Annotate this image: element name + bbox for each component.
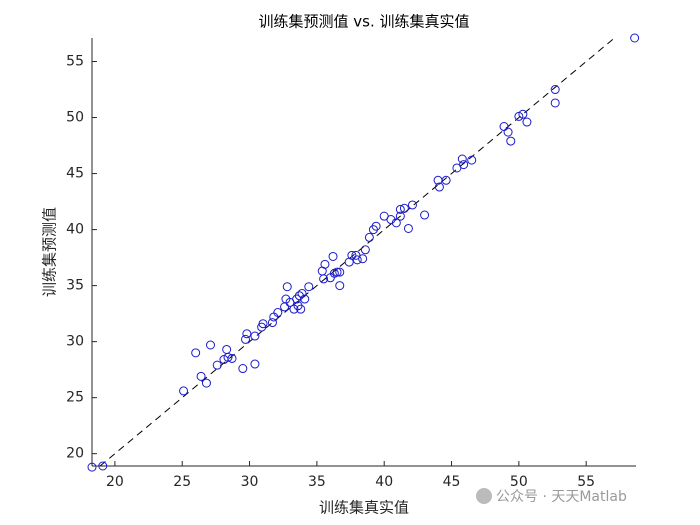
point <box>258 319 268 329</box>
point <box>403 223 413 233</box>
point <box>550 98 560 108</box>
point <box>522 117 532 127</box>
point <box>98 461 108 471</box>
x-tick-label: 55 <box>577 474 595 490</box>
point <box>304 282 314 292</box>
point <box>320 259 330 269</box>
y-tick-label: 30 <box>66 334 84 350</box>
point <box>223 352 233 362</box>
point <box>300 294 310 304</box>
point <box>267 318 277 328</box>
point <box>467 155 477 165</box>
point <box>364 232 374 242</box>
point <box>179 386 189 396</box>
y-tick-label: 50 <box>66 110 84 126</box>
point <box>499 122 509 132</box>
point <box>399 203 409 213</box>
point <box>457 154 467 164</box>
y-tick-label: 35 <box>66 278 84 294</box>
y-tick-label: 20 <box>66 446 84 462</box>
x-tick-label: 30 <box>241 474 259 490</box>
x-tick-label: 35 <box>308 474 326 490</box>
x-tick-label: 50 <box>510 474 528 490</box>
point <box>630 33 640 43</box>
x-tick-label: 25 <box>173 474 191 490</box>
point <box>205 340 215 350</box>
point <box>191 348 201 358</box>
point <box>297 288 307 298</box>
x-tick-label: 45 <box>443 474 461 490</box>
x-axis-label: 训练集真实值 <box>319 499 409 517</box>
point <box>335 281 345 291</box>
point <box>550 85 560 95</box>
point <box>196 371 206 381</box>
point <box>250 331 260 341</box>
y-axis-label: 训练集预测值 <box>41 207 59 297</box>
point <box>332 267 342 277</box>
watermark: 公众号 · 天天Matlab <box>496 489 627 505</box>
point <box>227 353 237 363</box>
y-tick-label: 55 <box>66 54 84 70</box>
watermark-icon <box>476 488 492 504</box>
point <box>391 218 401 228</box>
point <box>420 210 430 220</box>
point <box>335 267 345 277</box>
y-tick-label: 45 <box>66 166 84 182</box>
point <box>358 254 368 264</box>
x-tick-label: 20 <box>106 474 124 490</box>
point <box>280 302 290 312</box>
point <box>395 204 405 214</box>
point <box>347 250 357 260</box>
point <box>328 251 338 261</box>
point <box>434 182 444 192</box>
point <box>222 344 232 354</box>
point <box>459 160 469 170</box>
point <box>371 221 381 231</box>
chart-title: 训练集预测值 vs. 训练集真实值 <box>259 13 470 31</box>
point <box>503 127 513 137</box>
point <box>360 245 370 255</box>
point <box>238 364 248 374</box>
point <box>282 282 292 292</box>
y-tick-label: 40 <box>66 222 84 238</box>
point <box>319 274 329 284</box>
point <box>506 136 516 146</box>
y-tick-label: 25 <box>66 390 84 406</box>
point <box>212 360 222 370</box>
point <box>273 308 283 318</box>
point <box>441 175 451 185</box>
point <box>201 378 211 388</box>
point <box>407 200 417 210</box>
point <box>242 329 252 339</box>
point <box>87 462 97 472</box>
point <box>250 359 260 369</box>
point <box>518 109 528 119</box>
x-tick-label: 40 <box>375 474 393 490</box>
point <box>241 334 251 344</box>
point <box>296 304 306 314</box>
point <box>395 211 405 221</box>
point <box>352 255 362 265</box>
